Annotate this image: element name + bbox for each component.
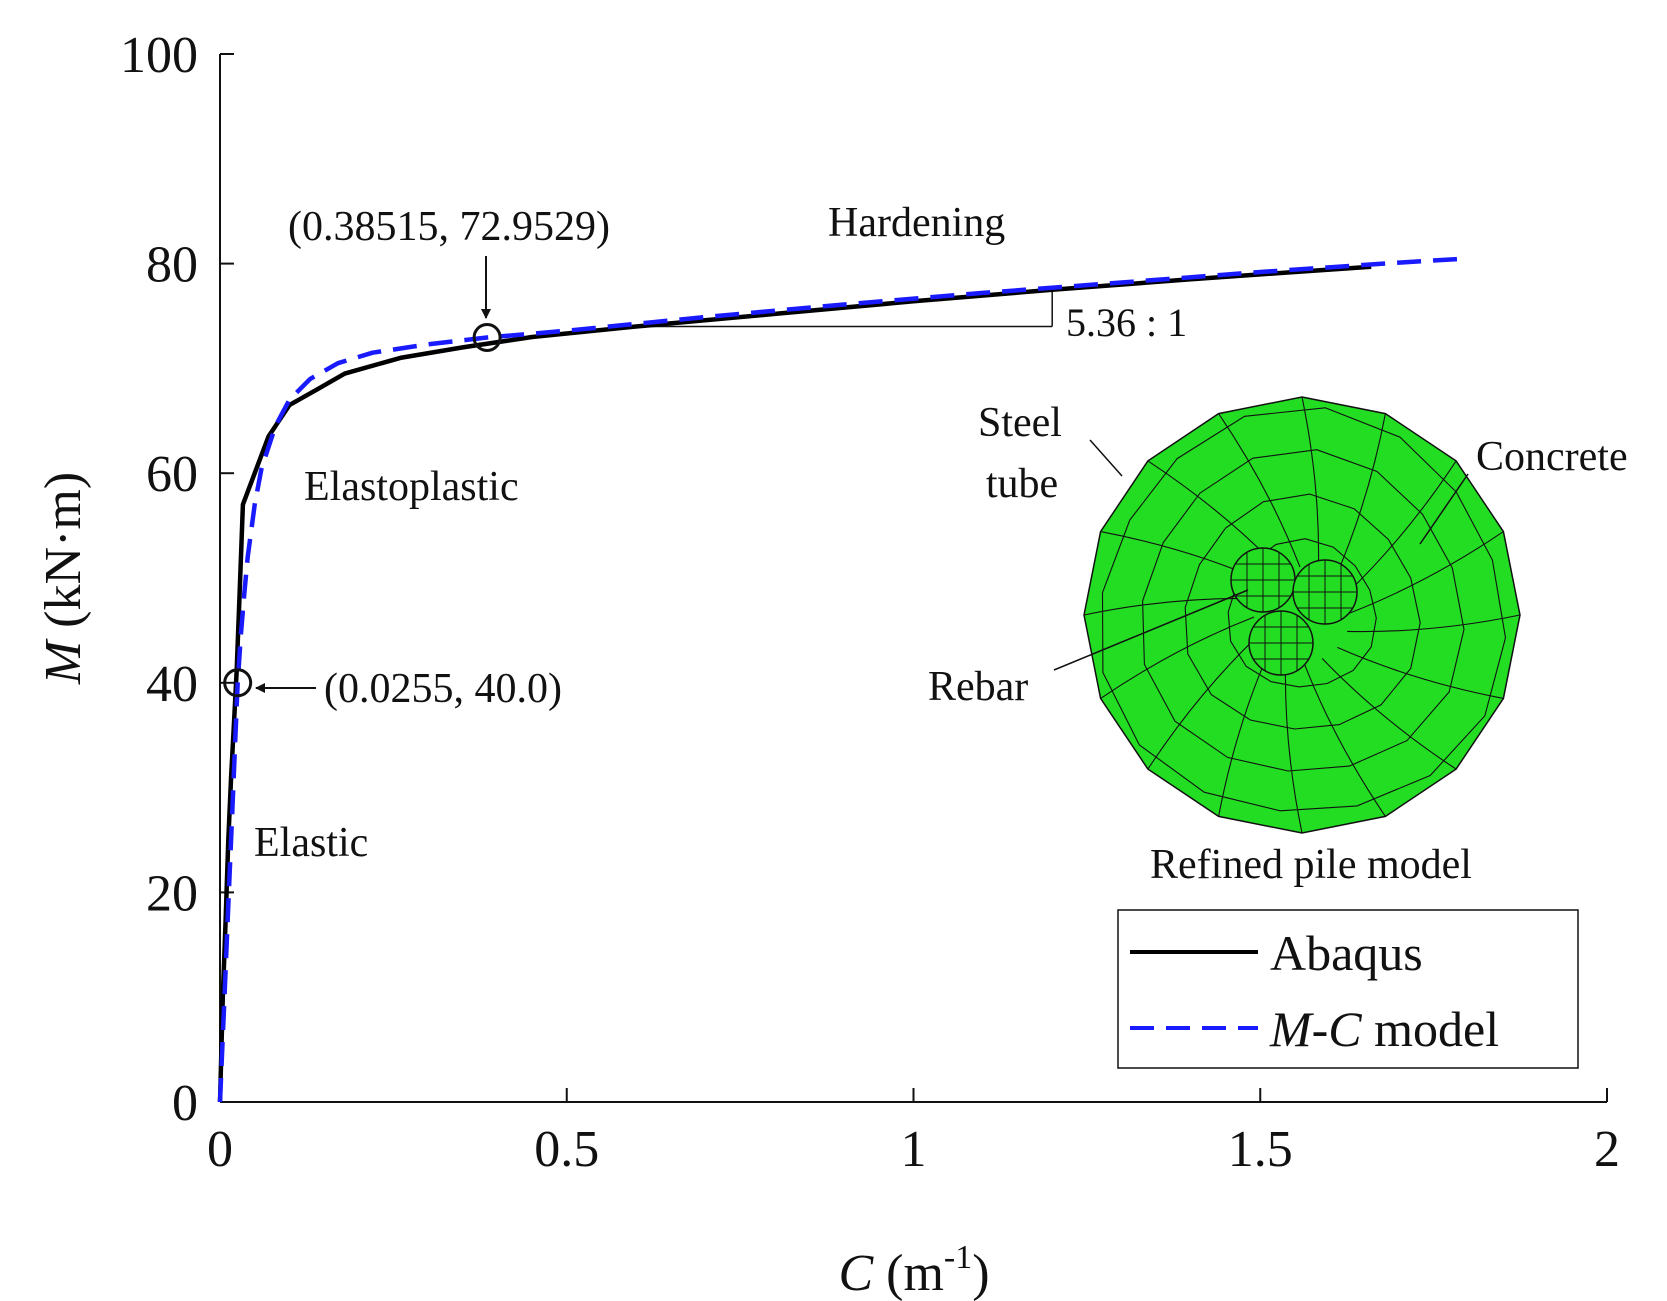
mesh-ring <box>1142 449 1465 772</box>
mesh-spoke <box>1345 460 1457 596</box>
mesh-spoke <box>1303 662 1386 817</box>
legend-label-mc-model: M-C model <box>1269 1001 1499 1057</box>
mesh-ring <box>1184 493 1421 730</box>
region-elastic-label: Elastic <box>254 820 368 866</box>
mesh-ring <box>1101 407 1507 812</box>
legend: Abaqus M-C model <box>1117 909 1579 1069</box>
region-hardening-label: Hardening <box>828 200 1005 246</box>
mesh-spoke <box>1333 413 1386 580</box>
steel-tube-leader <box>1089 439 1123 477</box>
mesh-spoke <box>1301 396 1320 570</box>
series-line-abaqus <box>217 264 1372 1103</box>
series-layer <box>217 256 1469 1103</box>
elastic-point-label: (0.0255, 40.0) <box>324 666 562 712</box>
y-tick-label: 100 <box>120 27 198 84</box>
x-tick-label: 1.5 <box>1228 1121 1293 1178</box>
yield-point-marker <box>472 322 502 352</box>
x-tick-label: 0 <box>207 1121 233 1178</box>
x-axis-label: C (m-1) <box>838 1239 989 1301</box>
y-tick-label: 20 <box>146 865 198 922</box>
elastic-limit-marker <box>223 668 253 698</box>
y-tick-label: 80 <box>146 237 198 294</box>
mesh-spoke <box>1284 660 1303 834</box>
legend-label-abaqus: Abaqus <box>1270 925 1423 981</box>
slope-label: 5.36 : 1 <box>1066 300 1187 345</box>
region-elastoplastic-label: Elastoplastic <box>304 464 519 510</box>
y-axis-label: M (kN·m) <box>35 472 92 685</box>
y-tick-label: 60 <box>146 446 198 503</box>
inset-title: Refined pile model <box>1150 842 1472 888</box>
rebar-label: Rebar <box>928 664 1028 710</box>
pile-cross-section-inset <box>1083 396 1521 834</box>
legend-box <box>1117 909 1579 1069</box>
mesh-spoke <box>1147 634 1259 770</box>
y-tick-label: 40 <box>146 656 198 713</box>
rebar-group <box>1230 547 1358 676</box>
steel-tube-label-line2: tube <box>986 461 1058 507</box>
yield-point-label: (0.38515, 72.9529) <box>288 204 610 250</box>
slope-triangle <box>649 289 1053 328</box>
series-line-m-c-model <box>217 256 1469 1103</box>
y-tick-label: 0 <box>172 1075 198 1132</box>
concrete-label: Concrete <box>1476 434 1628 480</box>
x-tick-label: 1 <box>901 1121 927 1178</box>
y-ticks: 0 20 40 60 80 100 <box>120 27 234 1132</box>
x-ticks: 0 0.5 1 1.5 2 <box>207 1088 1620 1178</box>
mesh-spoke <box>1100 616 1255 699</box>
mesh-spoke <box>1349 531 1504 614</box>
mesh-spoke <box>1337 646 1504 699</box>
steel-tube-label-line1: Steel <box>978 400 1062 446</box>
rebar-leader <box>1053 589 1249 671</box>
concrete-leader <box>1419 473 1469 545</box>
mesh-spoke <box>1218 413 1301 568</box>
mesh-spoke <box>1347 614 1521 633</box>
mesh-spoke <box>1321 658 1457 770</box>
x-tick-label: 0.5 <box>534 1121 599 1178</box>
x-tick-label: 2 <box>1594 1121 1620 1178</box>
